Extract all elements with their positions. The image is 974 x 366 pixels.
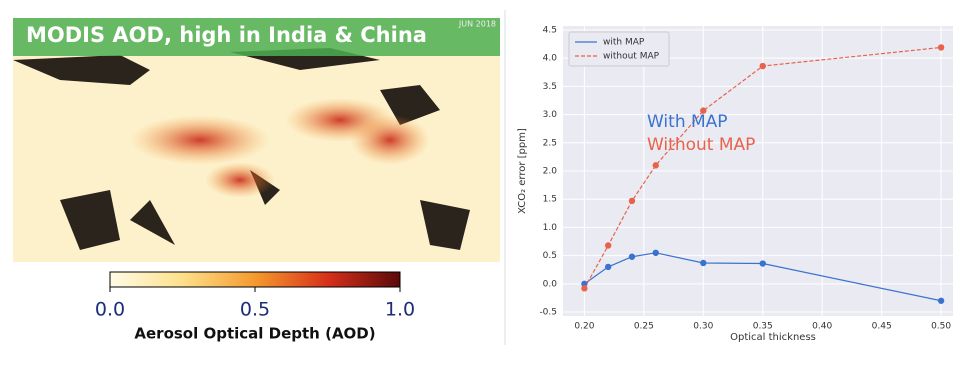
data-point: [604, 263, 612, 271]
y-tick-label: -0.5: [539, 308, 557, 318]
data-point: [628, 197, 636, 205]
data-point: [937, 44, 945, 51]
data-point: [937, 297, 945, 304]
data-point: [652, 249, 659, 257]
colorbar-tick-label: 0.5: [240, 299, 270, 321]
colorbar-tick-label: 1.0: [385, 299, 415, 321]
y-tick-label: 3.5: [543, 82, 557, 92]
y-tick-label: 0.0: [543, 279, 558, 289]
data-point: [628, 253, 636, 260]
annotation: With MAP: [647, 112, 728, 132]
y-tick-label: 2.5: [543, 138, 557, 148]
x-tick-label: 0.50: [931, 322, 951, 332]
y-tick-label: 4.0: [543, 54, 558, 64]
colorbar-tick-label: 0.0: [95, 299, 125, 321]
legend-label: with MAP: [603, 38, 645, 48]
y-tick-label: 0.5: [543, 251, 557, 261]
x-tick-label: 0.40: [812, 322, 832, 332]
x-axis-label: Optical thickness: [730, 332, 816, 343]
colorbar-label: Aerosol Optical Depth (AOD): [134, 325, 375, 343]
data-point: [759, 260, 766, 267]
x-tick-label: 0.30: [693, 322, 713, 332]
data-point: [700, 259, 707, 267]
x-tick-label: 0.35: [753, 322, 773, 332]
x-tick-label: 0.20: [574, 322, 594, 332]
legend-label: without MAP: [603, 52, 660, 62]
data-point: [581, 285, 588, 292]
y-tick-label: 3.0: [543, 110, 558, 120]
map-image: [13, 18, 500, 262]
y-tick-label: 1.0: [543, 223, 558, 233]
map-date: JUN 2018: [458, 20, 496, 29]
colorbar: [109, 271, 401, 288]
legend-box: [568, 31, 670, 67]
data-point: [700, 107, 707, 114]
map-title: MODIS AOD, high in India & China: [26, 23, 427, 47]
x-tick-label: 0.25: [634, 322, 654, 332]
y-tick-label: 1.5: [543, 195, 557, 205]
data-point: [759, 62, 766, 70]
y-tick-label: 2.0: [543, 167, 558, 177]
data-point: [652, 162, 659, 169]
y-axis-label: XCO₂ error [ppm]: [517, 128, 528, 214]
x-tick-label: 0.45: [872, 322, 892, 332]
data-point: [604, 242, 612, 249]
y-tick-label: 4.5: [543, 25, 557, 35]
annotation: Without MAP: [647, 135, 755, 155]
